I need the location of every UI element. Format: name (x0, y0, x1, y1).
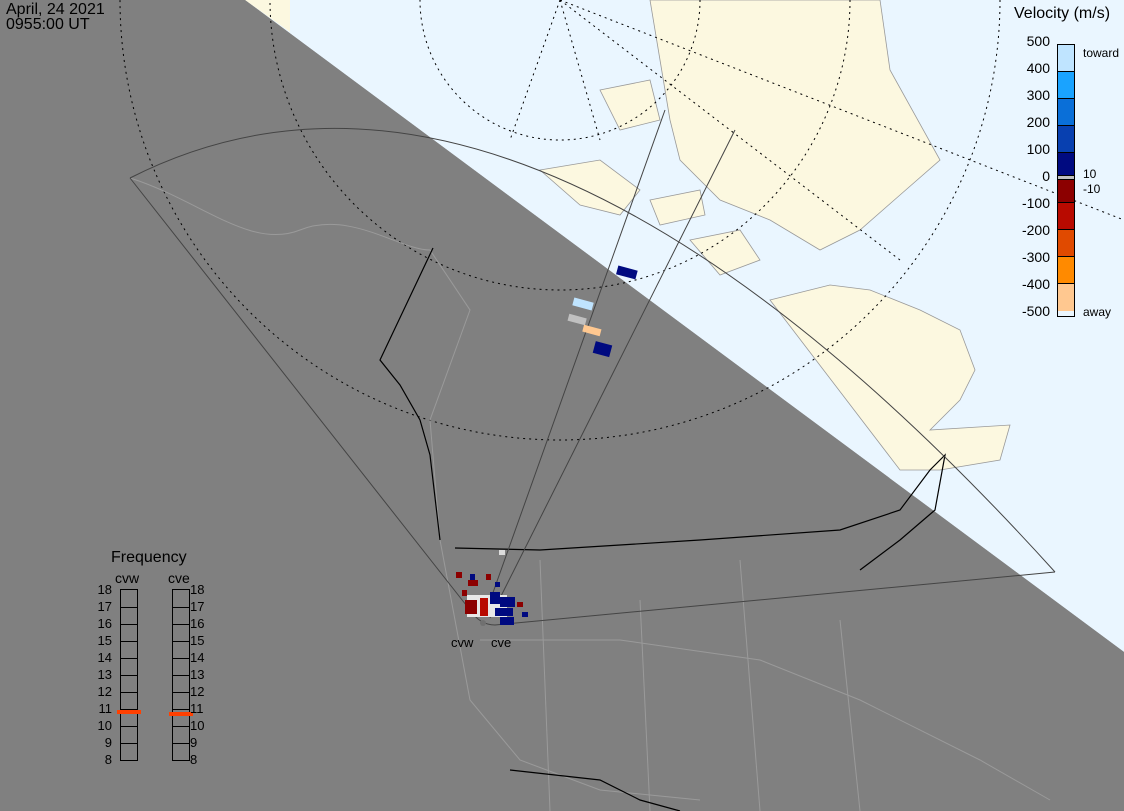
radar-echoes (456, 265, 638, 626)
toward-label: toward (1083, 46, 1120, 60)
greenland-land (649, 0, 941, 251)
arctic-islands (539, 79, 761, 276)
echo-cell (500, 617, 514, 625)
frequency-tick-label: 16 (97, 616, 112, 631)
frequency-tick-label: 8 (190, 752, 198, 767)
colorbar-tick-label: -500 (1021, 303, 1050, 319)
echo-cell (616, 265, 638, 280)
time-label: 0955:00 UT (6, 16, 90, 33)
colorbar-segment (1058, 284, 1074, 311)
echo-cell (582, 324, 602, 337)
colorbar-title: Velocity (m/s) (1014, 5, 1111, 22)
colorbar-segment (1058, 230, 1074, 257)
echo-cell (456, 572, 462, 578)
echo-cell (592, 341, 613, 358)
frequency-tick-label: 10 (97, 718, 112, 733)
frequency-title: Frequency (111, 549, 187, 566)
echo-cell (465, 600, 477, 614)
colorbar-scale (1057, 44, 1075, 317)
frequency-bar-cve (172, 589, 190, 761)
frequency-tick-label: 18 (190, 582, 205, 597)
gs-label-neg: -10 (1083, 182, 1101, 196)
echo-cell (567, 313, 587, 326)
colorbar-segment (1058, 126, 1074, 153)
colorbar-segment (1058, 45, 1074, 72)
latitude-grid (119, 0, 1124, 441)
colorbar-tick-label: 400 (1026, 60, 1050, 76)
echo-cell (495, 608, 513, 616)
frequency-tick-label: 16 (190, 616, 205, 631)
frequency-tick-label: 14 (97, 650, 112, 665)
colorbar-tick-label: 0 (1042, 168, 1050, 184)
velocity-colorbar: Velocity (m/s) 500 400 300 200 100 0 -100 -200 -… (1000, 0, 1124, 320)
colorbar-tick-label: -100 (1021, 195, 1050, 211)
frequency-tick-label: 18 (97, 582, 112, 597)
frequency-tick-label: 11 (190, 701, 204, 716)
frequency-tick-label: 17 (97, 599, 112, 614)
colorbar-tick-label: 200 (1026, 114, 1050, 130)
echo-cell (470, 574, 475, 580)
frequency-tick-label: 12 (190, 684, 205, 699)
frequency-marker (117, 710, 141, 715)
frequency-tick-label: 13 (190, 667, 205, 682)
frequency-tick-label: 17 (190, 599, 205, 614)
frequency-tick-label: 14 (190, 650, 205, 665)
frequency-tick-label: 10 (190, 718, 205, 733)
colorbar-tick-label: 500 (1026, 33, 1050, 49)
echo-cell (572, 297, 594, 311)
frequency-bar-cvw (120, 589, 138, 761)
date-label: April, 24 2021 (6, 1, 105, 18)
frequency-tick-label: 8 (104, 752, 112, 767)
radar-site (480, 620, 486, 626)
colorbar-segment (1058, 99, 1074, 126)
echo-cell (486, 574, 491, 580)
colorbar-segment (1058, 180, 1074, 203)
colorbar-tick-label: 100 (1026, 141, 1050, 157)
coastlines (129, 177, 1051, 811)
colorbar-tick-label: -400 (1021, 276, 1050, 292)
frequency-panel: Frequency cvw cve 18 18 17 17 16 16 15 15 14 14 13… (80, 540, 240, 770)
radar-label-cve: cve (491, 635, 512, 650)
echo-cell (490, 592, 500, 604)
frequency-tick-label: 12 (97, 684, 112, 699)
colorbar-segment (1058, 203, 1074, 230)
canada-land (769, 284, 1011, 471)
frequency-tick-label: 15 (97, 633, 112, 648)
frequency-tick-label: 9 (104, 735, 112, 750)
colorbar-segment (1058, 176, 1074, 180)
freq-radar-cvw: cvw (115, 570, 140, 586)
echo-cell (495, 582, 500, 587)
echo-cell (499, 550, 505, 555)
echo-cell (500, 597, 515, 607)
frequency-tick-label: 15 (190, 633, 205, 648)
land-corner (245, 0, 290, 32)
frequency-tick-label: 11 (98, 701, 113, 716)
echo-cell (522, 612, 528, 617)
echo-cell (462, 590, 467, 596)
radar-label-cvw: cvw (451, 635, 474, 650)
colorbar-segment (1058, 72, 1074, 99)
colorbar-tick-label: 300 (1026, 87, 1050, 103)
away-label: away (1083, 305, 1112, 319)
colorbar-tick-label: -200 (1021, 222, 1050, 238)
frequency-marker (169, 712, 193, 717)
colorbar-segment (1058, 153, 1074, 176)
echo-cell (517, 602, 523, 607)
frequency-tick-label: 9 (190, 735, 198, 750)
colorbar-segment (1058, 257, 1074, 284)
frequency-tick-label: 13 (97, 667, 112, 682)
borders (379, 247, 946, 811)
freq-radar-cve: cve (168, 570, 190, 586)
echo-cell (480, 598, 488, 616)
echo-cell (468, 580, 478, 586)
colorbar-tick-label: -300 (1021, 249, 1050, 265)
gs-label-pos: 10 (1083, 167, 1097, 181)
